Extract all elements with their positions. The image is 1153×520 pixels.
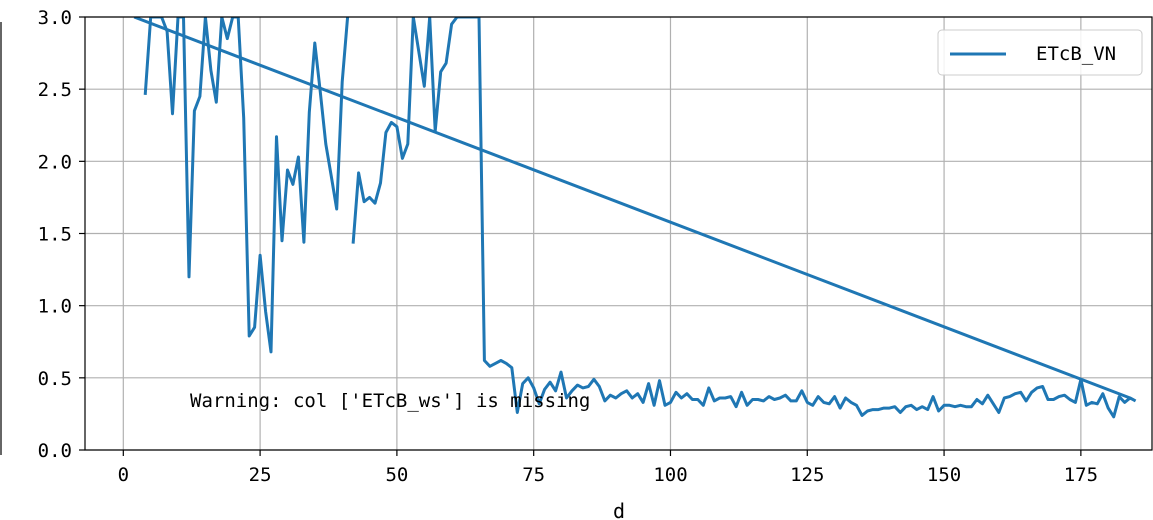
y-tick-label: 0.5 [38, 368, 72, 390]
x-tick-label: 150 [927, 464, 961, 486]
y-tick-label: 1.5 [38, 224, 72, 246]
warning-annotation: Warning: col ['ETcB_ws'] is missing [190, 390, 590, 412]
x-tick-label: 75 [522, 464, 545, 486]
series-line-segment [351, 17, 1137, 419]
series-line-segment [143, 17, 350, 354]
y-tick-label: 2.0 [38, 151, 72, 173]
grid [85, 16, 1152, 451]
legend-box [937, 29, 1143, 76]
y-tick-label: 3.0 [38, 7, 72, 29]
y-tick-label: 2.5 [38, 79, 72, 101]
x-tick-label: 25 [249, 464, 272, 486]
series-layer [133, 17, 1137, 419]
x-tick-label: 125 [790, 464, 824, 486]
x-tick-label: 50 [385, 464, 408, 486]
y-tick-label: 1.0 [38, 296, 72, 318]
legend-label: ETcB_VN [1036, 43, 1116, 65]
y-tick-label: 0.0 [38, 440, 72, 462]
legend: ETcB_VN [937, 29, 1143, 76]
axis-ticks: 0 25 50 75 100 125 150 175 0.0 0.5 1.0 1.5 2.0 2.5 3.0 [38, 7, 1098, 486]
x-tick-label: 175 [1064, 464, 1098, 486]
x-tick-label: 100 [653, 464, 687, 486]
x-axis-title: d [613, 499, 625, 520]
series-line-segment [133, 17, 1131, 400]
x-tick-label: 0 [118, 464, 129, 486]
